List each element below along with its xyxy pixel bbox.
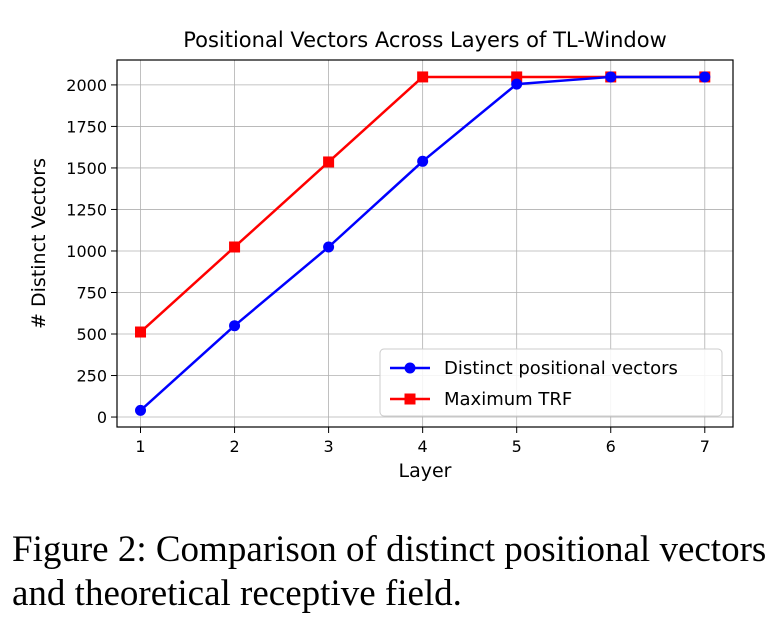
legend-box bbox=[379, 348, 723, 417]
data-point bbox=[229, 241, 241, 253]
x-axis-label: Layer bbox=[399, 460, 452, 482]
x-tick-label: 6 bbox=[606, 437, 616, 456]
data-point bbox=[229, 320, 241, 332]
y-tick-label: 250 bbox=[76, 367, 107, 386]
figure-caption: Figure 2: Comparison of distinct positio… bbox=[12, 529, 767, 614]
series-group bbox=[135, 71, 711, 416]
y-tick-label: 2000 bbox=[66, 76, 107, 95]
grid bbox=[117, 60, 733, 427]
plot-frame bbox=[116, 59, 734, 428]
x-tick-label: 7 bbox=[700, 437, 710, 456]
x-tick-label: 4 bbox=[418, 437, 428, 456]
data-point bbox=[605, 71, 617, 83]
data-point bbox=[417, 155, 429, 167]
y-tick-label: 500 bbox=[76, 325, 107, 344]
y-tick-label: 1250 bbox=[66, 200, 107, 219]
series-distinct-positional-vectors bbox=[135, 71, 711, 416]
data-point bbox=[323, 241, 335, 253]
legend-marker bbox=[404, 393, 416, 405]
x-tick-label: 3 bbox=[324, 437, 334, 456]
chart-title: Positional Vectors Across Layers of TL-W… bbox=[183, 28, 667, 52]
y-tick-label: 750 bbox=[76, 283, 107, 302]
data-point bbox=[135, 326, 147, 338]
legend-label: Distinct positional vectors bbox=[444, 358, 678, 379]
data-point bbox=[323, 156, 335, 168]
y-axis-label: # Distinct Vectors bbox=[28, 158, 50, 329]
y-tick-label: 0 bbox=[97, 408, 107, 427]
legend-item: Maximum TRF bbox=[390, 389, 572, 410]
data-point bbox=[135, 404, 147, 416]
line-chart: 1 2 3 4 5 6 7 0 250 500 750 1000 1250 1500 1750 2000 Po… bbox=[28, 28, 734, 482]
legend-label: Maximum TRF bbox=[444, 389, 572, 410]
y-tick-label: 1000 bbox=[66, 242, 107, 261]
data-point bbox=[511, 78, 523, 90]
x-tick-label: 2 bbox=[229, 437, 239, 456]
data-point bbox=[511, 71, 523, 83]
data-point bbox=[417, 71, 429, 83]
data-point bbox=[699, 71, 711, 83]
x-tick-label: 1 bbox=[135, 437, 145, 456]
y-tick-label: 1750 bbox=[66, 117, 107, 136]
ticks: 1 2 3 4 5 6 7 0 250 500 750 1000 1250 1500 1750 2000 bbox=[66, 76, 710, 456]
legend: Distinct positional vectors Maximum TRF bbox=[379, 348, 723, 417]
legend-item: Distinct positional vectors bbox=[390, 358, 678, 379]
x-tick-label: 5 bbox=[512, 437, 522, 456]
y-tick-label: 1500 bbox=[66, 159, 107, 178]
legend-marker bbox=[404, 362, 416, 374]
